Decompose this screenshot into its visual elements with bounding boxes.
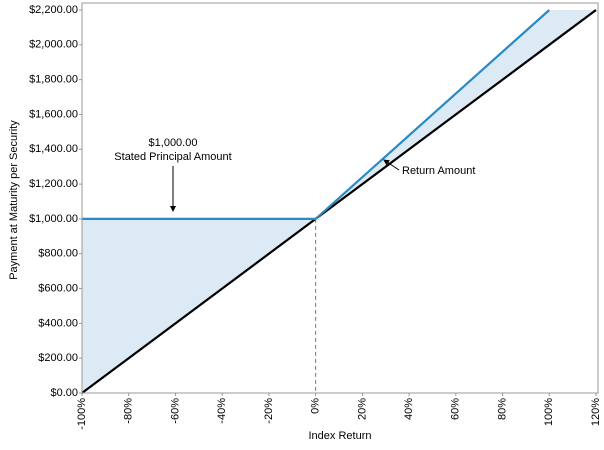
y-tick-label: $600.00 — [38, 282, 78, 294]
x-tick-label: 0% — [310, 398, 322, 414]
y-tick-label: $2,200.00 — [29, 4, 78, 16]
x-tick-label: 40% — [403, 398, 415, 420]
x-tick-label: -40% — [216, 398, 228, 424]
line — [82, 9, 551, 221]
plot-frame — [81, 2, 599, 394]
x-axis-label: Index Return — [309, 430, 372, 442]
y-tick-label: $200.00 — [38, 352, 78, 364]
x-tick-label: -100% — [76, 398, 88, 430]
x-tick-label: 60% — [450, 398, 462, 420]
plot-area — [82, 9, 597, 394]
y-tick-label: $1,000.00 — [29, 213, 78, 225]
x-tick-label: 120% — [590, 398, 602, 426]
x-tick-label: -80% — [123, 398, 135, 424]
y-tick-label: $1,400.00 — [29, 143, 78, 155]
x-tick-label: -60% — [169, 398, 181, 424]
x-tick-label: 100% — [543, 398, 555, 426]
x-tick-label: 20% — [356, 398, 368, 420]
line — [82, 9, 597, 394]
y-tick-label: $2,000.00 — [29, 39, 78, 51]
annotation: Stated Principal Amount — [114, 151, 231, 163]
annotation: Return Amount — [402, 165, 475, 177]
y-tick-label: $400.00 — [38, 317, 78, 329]
x-tick-label: 80% — [496, 398, 508, 420]
x-tick-label: -20% — [263, 398, 275, 424]
y-tick-label: $1,800.00 — [29, 74, 78, 86]
y-tick-label: $800.00 — [38, 248, 78, 260]
annotation: $1,000.00 — [149, 137, 198, 149]
y-tick-label: $1,600.00 — [29, 108, 78, 120]
annotation-arrow — [383, 159, 400, 171]
y-axis-label: Payment at Maturity per Security — [8, 120, 20, 280]
y-tick-label: $1,200.00 — [29, 178, 78, 190]
y-tick-label: $0.00 — [50, 387, 78, 399]
